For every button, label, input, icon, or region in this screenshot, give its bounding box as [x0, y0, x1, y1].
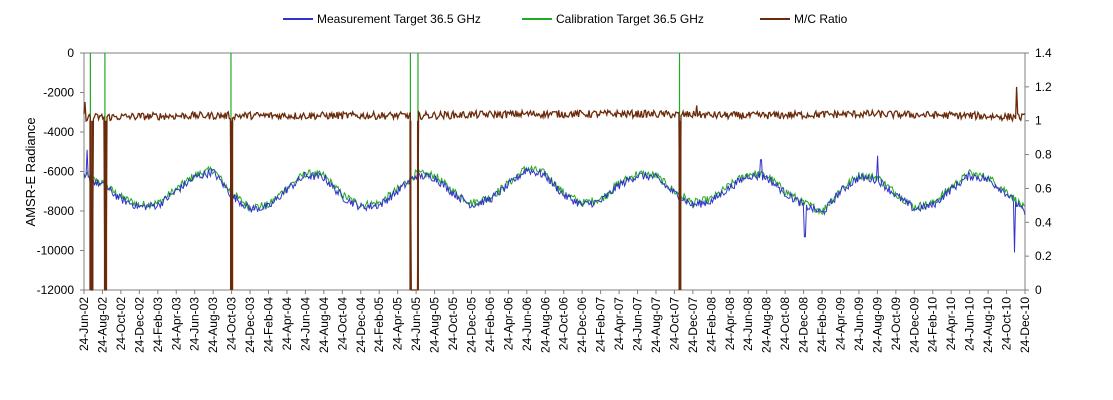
x-tick-label: 24-Dec-08	[797, 297, 811, 353]
y-right-tick-label: 0.6	[1035, 181, 1052, 195]
x-tick-label: 24-Jun-05	[409, 297, 423, 351]
x-tick-label: 24-Feb-05	[372, 297, 386, 353]
x-tick-label: 24-Jun-10	[963, 297, 977, 351]
y-left-tick-label: -2000	[43, 86, 74, 100]
x-tick-label: 24-Apr-05	[391, 297, 405, 351]
x-tick-label: 24-Aug-02	[95, 297, 109, 353]
x-tick-label: 24-Feb-09	[815, 297, 829, 353]
y-left-tick-label: -8000	[43, 204, 74, 218]
x-tick-label: 24-Aug-06	[538, 297, 552, 353]
x-tick-label: 24-Feb-07	[594, 297, 608, 353]
x-tick-label: 24-Oct-10	[1000, 297, 1014, 351]
y-left-tick-label: -6000	[43, 165, 74, 179]
plot-area	[83, 52, 1026, 291]
x-tick-label: 24-Oct-07	[667, 297, 681, 351]
series-line-measurement	[83, 149, 1026, 253]
x-tick-label: 24-Aug-10	[981, 297, 995, 353]
y-left-axis: 0 -2000 -4000 -6000 -8000 -10000 -12000	[37, 46, 84, 297]
x-tick-label: 24-Jun-08	[741, 297, 755, 351]
x-tick-label: 24-Dec-05	[464, 297, 478, 353]
x-tick-label: 24-Jun-07	[631, 297, 645, 351]
x-tick-label: 24-Dec-04	[354, 297, 368, 353]
x-tick-label: 24-Dec-07	[686, 297, 700, 353]
x-tick-label: 24-Apr-06	[501, 297, 515, 351]
x-tick-label: 24-Jun-02	[77, 297, 91, 351]
y-right-axis: 1.4 1.2 1 0.8 0.6 0.4 0.2 0	[1025, 46, 1052, 297]
x-tick-label: 24-Apr-09	[833, 297, 847, 351]
legend-label-measurement: Measurement Target 36.5 GHz	[317, 12, 481, 26]
x-axis: 24-Jun-02 24-Aug-02 24-Oct-02 24-Dec-02 24-F…	[77, 290, 1032, 353]
x-tick-label: 24-Apr-10	[944, 297, 958, 351]
x-tick-label: 24-Dec-02	[132, 297, 146, 353]
x-tick-label: 24-Jun-09	[852, 297, 866, 351]
y-right-tick-label: 0	[1035, 283, 1042, 297]
x-tick-label: 24-Oct-08	[778, 297, 792, 351]
x-tick-label: 24-Oct-03	[225, 297, 239, 351]
y-left-tick-label: -4000	[43, 125, 74, 139]
x-tick-label: 24-Dec-03	[243, 297, 257, 353]
x-tick-label: 24-Oct-05	[446, 297, 460, 351]
x-tick-label: 24-Oct-04	[335, 297, 349, 351]
x-tick-label: 24-Feb-06	[483, 297, 497, 353]
x-tick-label: 24-Apr-08	[723, 297, 737, 351]
x-tick-label: 24-Apr-03	[169, 297, 183, 351]
x-tick-label: 24-Jun-06	[520, 297, 534, 351]
legend-label-calibration: Calibration Target 36.5 GHz	[556, 12, 704, 26]
x-tick-label: 24-Dec-10	[1018, 297, 1032, 353]
x-tick-label: 24-Dec-06	[575, 297, 589, 353]
x-tick-label: 24-Feb-08	[704, 297, 718, 353]
x-tick-label: 24-Aug-04	[317, 297, 331, 353]
x-tick-label: 24-Oct-06	[557, 297, 571, 351]
legend: Measurement Target 36.5 GHz Calibration …	[283, 12, 848, 26]
y-right-tick-label: 0.4	[1035, 215, 1052, 229]
x-tick-label: 24-Feb-04	[262, 297, 276, 353]
y-right-tick-label: 1.4	[1035, 46, 1052, 60]
series-layer	[83, 53, 1026, 291]
y-right-tick-label: 0.2	[1035, 249, 1052, 263]
x-tick-label: 24-Apr-07	[612, 297, 626, 351]
x-tick-label: 24-Apr-04	[280, 297, 294, 351]
x-tick-label: 24-Jun-04	[298, 297, 312, 351]
y-left-tick-label: -12000	[37, 283, 75, 297]
y-left-tick-label: 0	[67, 46, 74, 60]
y-left-tick-label: -10000	[37, 244, 75, 258]
legend-label-ratio: M/C Ratio	[794, 12, 848, 26]
x-tick-label: 24-Oct-09	[889, 297, 903, 351]
y-right-tick-label: 1	[1035, 114, 1042, 128]
series-line-calibration	[83, 165, 1026, 216]
x-tick-label: 24-Feb-03	[151, 297, 165, 353]
x-tick-label: 24-Jun-03	[188, 297, 202, 351]
x-tick-label: 24-Aug-05	[428, 297, 442, 353]
x-tick-label: 24-Aug-07	[649, 297, 663, 353]
x-tick-label: 24-Oct-02	[114, 297, 128, 351]
x-tick-label: 24-Feb-10	[926, 297, 940, 353]
y-axis-title: AMSR-E Radiance	[23, 117, 38, 226]
y-right-tick-label: 0.8	[1035, 148, 1052, 162]
x-tick-label: 24-Aug-03	[206, 297, 220, 353]
x-tick-label: 24-Aug-08	[760, 297, 774, 353]
y-right-tick-label: 1.2	[1035, 80, 1052, 94]
x-tick-label: 24-Dec-09	[907, 297, 921, 353]
x-tick-label: 24-Aug-09	[870, 297, 884, 353]
plot-border	[83, 52, 1026, 291]
series-line-ratio	[83, 86, 1026, 291]
